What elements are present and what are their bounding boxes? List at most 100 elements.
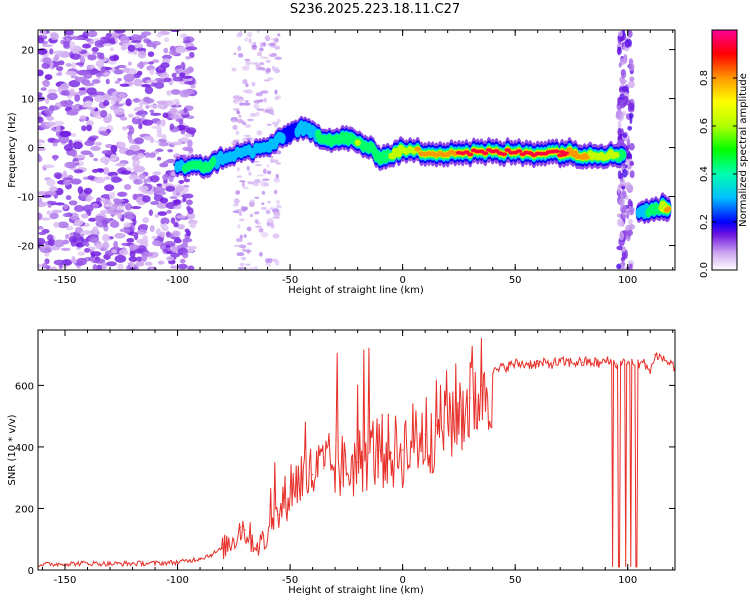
noise-blob (150, 201, 159, 205)
noise-blob (238, 102, 244, 106)
noise-blob (83, 72, 93, 79)
noise-blob (233, 124, 238, 131)
noise-blob (274, 56, 282, 60)
noise-blob (117, 77, 122, 82)
noise-blob (76, 257, 88, 266)
noise-blob (156, 156, 162, 161)
noise-blob (57, 221, 69, 229)
noise-blob (169, 107, 177, 115)
noise-blob (47, 238, 56, 247)
noise-blob (617, 184, 621, 194)
noise-blob (248, 171, 252, 176)
noise-blob (101, 66, 106, 74)
noise-blob (115, 162, 127, 167)
noise-blob (125, 98, 132, 107)
noise-blob (170, 171, 177, 177)
noise-blob (254, 218, 259, 224)
noise-blob (116, 64, 127, 69)
spectrogram-x-axis-label: Height of straight line (km) (288, 285, 424, 296)
colorbar-tick-label: 0.6 (699, 118, 710, 134)
noise-blob (151, 59, 160, 63)
noise-blob (127, 113, 134, 118)
noise-blob (65, 71, 77, 76)
noise-blob (83, 82, 95, 87)
noise-blob (118, 249, 129, 256)
noise-blob (274, 122, 279, 128)
noise-blob (64, 161, 77, 169)
noise-blob (259, 62, 265, 66)
noise-blob (621, 85, 629, 93)
ridge-blob (354, 139, 361, 146)
noise-blob (240, 205, 246, 212)
noise-blob (138, 99, 144, 108)
noise-blob (47, 88, 58, 94)
snr-point (379, 449, 381, 451)
noise-blob (50, 266, 57, 270)
noise-blob (108, 96, 114, 101)
snr-point (654, 354, 656, 356)
noise-blob (627, 102, 635, 111)
noise-blob (107, 37, 116, 42)
noise-blob (105, 78, 110, 85)
noise-blob (243, 134, 251, 137)
noise-blob (122, 126, 127, 131)
noise-blob (140, 84, 152, 88)
x-tick-label: -150 (54, 575, 77, 586)
noise-blob (134, 115, 141, 119)
noise-blob (249, 112, 258, 117)
noise-blob (254, 164, 263, 167)
noise-blob (74, 219, 84, 227)
noise-blob (90, 145, 101, 152)
noise-blob (156, 33, 163, 38)
noise-blob (235, 190, 241, 195)
noise-blob (627, 30, 631, 35)
noise-blob (621, 213, 627, 219)
x-tick-label: -100 (166, 275, 189, 286)
noise-blob (94, 91, 105, 96)
noise-blob (623, 95, 629, 101)
noise-blob (266, 218, 274, 223)
noise-blob (80, 150, 92, 156)
noise-blob (182, 89, 195, 95)
ridge-blob (414, 146, 421, 152)
x-tick-label: -50 (282, 275, 298, 286)
noise-blob (49, 105, 60, 111)
noise-blob (114, 232, 126, 239)
noise-blob (628, 206, 635, 213)
snr-point (345, 467, 347, 470)
noise-blob (255, 92, 263, 97)
noise-blob (173, 199, 181, 206)
noise-blob (41, 217, 51, 221)
noise-blob (94, 176, 106, 184)
noise-blob (619, 231, 625, 241)
noise-blob (38, 212, 43, 221)
snr-point (131, 562, 134, 565)
noise-blob (132, 193, 138, 201)
noise-blob (53, 172, 63, 179)
noise-blob (267, 77, 274, 81)
noise-blob (73, 104, 80, 110)
noise-blob (119, 35, 130, 44)
noise-blob (149, 175, 160, 183)
noise-blob (138, 123, 143, 130)
snr-point (604, 360, 606, 362)
noise-blob (170, 217, 176, 224)
noise-blob (236, 175, 243, 179)
noise-blob (148, 209, 154, 216)
snr-point (210, 554, 212, 556)
noise-blob (55, 202, 65, 206)
noise-blob (266, 123, 272, 127)
noise-blob (270, 156, 274, 159)
noise-blob (92, 264, 98, 270)
noise-blob (125, 149, 135, 156)
noise-blob (124, 202, 133, 211)
noise-blob (269, 207, 276, 210)
noise-blob (169, 195, 178, 200)
noise-blob (189, 222, 197, 229)
noise-blob (60, 247, 71, 252)
noise-blob (98, 126, 107, 133)
noise-blob (183, 178, 191, 183)
noise-blob (38, 154, 41, 162)
noise-blob (80, 213, 89, 219)
noise-blob (86, 65, 94, 70)
